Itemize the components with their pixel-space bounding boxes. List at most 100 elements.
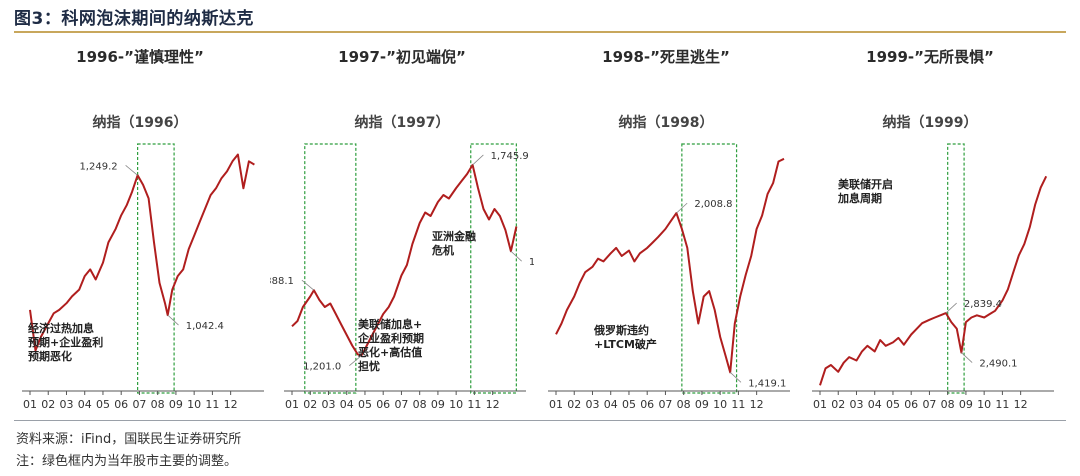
x-tick-label: 06	[376, 398, 390, 411]
annotation-label: 1,745.9	[491, 151, 529, 162]
annotation-leader	[961, 352, 973, 363]
chart-1998: 1998-”死里逃生” 纳指（1998） 2,008.8 1,419.1 俄罗斯违约+L…	[548, 48, 790, 411]
note-text: 注：绿色框内为当年股市主要的调整。	[16, 454, 238, 469]
x-tick-label: 02	[831, 398, 845, 411]
note-text: 经济过热加息	[28, 321, 94, 335]
adjustment-box	[470, 143, 517, 394]
adjustment-box	[681, 143, 738, 394]
note-text: 亚洲金融	[432, 229, 476, 243]
annotation-label: 2,839.4	[964, 299, 1002, 310]
chart-title: 纳指（1997）	[355, 114, 450, 131]
x-tick-label: 09	[169, 398, 183, 411]
x-tick-label: 12	[224, 398, 238, 411]
adjustment-box	[304, 143, 357, 394]
note-text: +LTCM破产	[594, 337, 657, 351]
x-tick-label: 05	[622, 398, 636, 411]
annotation-label: 2,490.1	[979, 359, 1017, 370]
x-tick-label: 04	[604, 398, 618, 411]
annotation-leader	[729, 372, 742, 383]
annotation-leader	[510, 250, 522, 262]
annotation-label: 1,249.2	[79, 161, 117, 172]
note-text: 预期恶化	[28, 349, 72, 363]
x-tick-label: 08	[677, 398, 691, 411]
x-tick-label: 10	[713, 398, 727, 411]
x-tick-label: 08	[413, 398, 427, 411]
chart-title: 纳指（1999）	[883, 114, 978, 131]
note-text: 美联储加息+	[358, 317, 422, 331]
series-line	[29, 153, 255, 352]
x-tick-label: 03	[849, 398, 863, 411]
x-tick-label: 07	[394, 398, 408, 411]
x-tick-label: 06	[114, 398, 128, 411]
annotation-leader	[945, 302, 957, 314]
x-tick-label: 04	[868, 398, 882, 411]
x-tick-label: 10	[187, 398, 201, 411]
x-tick-label: 10	[449, 398, 463, 411]
note-text: 预期+企业盈利	[28, 335, 103, 349]
note-text: 恶化+高估值	[358, 345, 422, 359]
note-text: 俄罗斯违约	[593, 323, 649, 337]
chart-title: 纳指（1998）	[619, 114, 714, 131]
chart-1996: 1996-”谨慎理性” 纳指（1996） 1,249.2 1,042.4 经济过热加息预…	[22, 48, 264, 411]
adjustment-box	[137, 143, 175, 394]
x-tick-label: 02	[303, 398, 317, 411]
annotation-leader	[125, 165, 138, 176]
x-tick-label: 07	[922, 398, 936, 411]
x-tick-label: 12	[486, 398, 500, 411]
figure-title: 图3：科网泡沫期间的纳斯达克	[14, 9, 254, 29]
footer-rule	[14, 420, 1066, 421]
x-tick-label: 07	[658, 398, 672, 411]
x-tick-label: 09	[959, 398, 973, 411]
chart-heading: 1997-”初见端倪”	[338, 48, 466, 66]
x-tick-label: 05	[96, 398, 110, 411]
annotation-label: 1,499.5	[529, 257, 534, 268]
annotation-label: 1,419.1	[748, 378, 786, 389]
x-tick-label: 01	[285, 398, 299, 411]
x-tick-label: 11	[995, 398, 1009, 411]
x-tick-label: 01	[813, 398, 827, 411]
x-tick-label: 01	[23, 398, 37, 411]
annotation-leader	[676, 202, 688, 214]
chart-heading: 1999-”无所畏惧”	[866, 48, 994, 66]
x-tick-label: 11	[467, 398, 481, 411]
x-tick-label: 09	[695, 398, 709, 411]
annotation-label: 1,201.0	[303, 362, 341, 373]
annotation-leader	[472, 154, 484, 166]
adjustment-box	[947, 143, 965, 394]
x-tick-label: 04	[340, 398, 354, 411]
chart-panel-1998: 1998-”死里逃生” 纳指（1998） 2,008.8 1,419.1 俄罗斯违约 +L…	[534, 36, 798, 414]
annotation-label: 1,388.1	[270, 276, 294, 287]
title-rule	[14, 31, 1066, 33]
x-tick-label: 03	[321, 398, 335, 411]
annotation-label: 2,008.8	[694, 199, 732, 210]
note-text: 企业盈利预期	[357, 331, 424, 345]
x-tick-label: 01	[549, 398, 563, 411]
x-tick-label: 03	[59, 398, 73, 411]
x-tick-label: 11	[731, 398, 745, 411]
x-tick-label: 04	[78, 398, 92, 411]
note-text: 担忧	[358, 359, 380, 373]
series-line	[555, 157, 785, 374]
x-tick-label: 08	[941, 398, 955, 411]
chart-panel-1999: 1999-”无所畏惧” 纳指（1999） 2,839.4 2,490.1 美联储开启 加息…	[798, 36, 1062, 414]
annotation-label: 1,042.4	[186, 321, 224, 332]
note-text: 加息周期	[837, 191, 882, 205]
note-text: 美联储开启	[838, 177, 893, 191]
x-tick-label: 12	[1014, 398, 1028, 411]
chart-heading: 1996-”谨慎理性”	[76, 48, 204, 66]
series-line	[291, 163, 518, 357]
annotation-leader	[301, 279, 315, 291]
x-tick-label: 06	[640, 398, 654, 411]
chart-heading: 1998-”死里逃生”	[602, 48, 730, 66]
x-tick-label: 06	[904, 398, 918, 411]
chart-panel-1996: 1996-”谨慎理性” 纳指（1996） 1,249.2 1,042.4 经济过热加息预…	[8, 36, 272, 414]
x-tick-label: 07	[132, 398, 146, 411]
annotation-leader	[167, 314, 179, 326]
chart-1999: 1999-”无所畏惧” 纳指（1999） 2,839.4 2,490.1 美联储开启加息…	[812, 48, 1054, 411]
annotation-leader	[349, 355, 362, 366]
x-tick-label: 03	[585, 398, 599, 411]
chart-title: 纳指（1996）	[93, 114, 188, 131]
x-tick-label: 08	[151, 398, 165, 411]
x-tick-label: 05	[886, 398, 900, 411]
chart-1997: 1997-”初见端倪” 纳指（1997） 1,388.1 1,201.0 1,745.9…	[270, 48, 534, 411]
